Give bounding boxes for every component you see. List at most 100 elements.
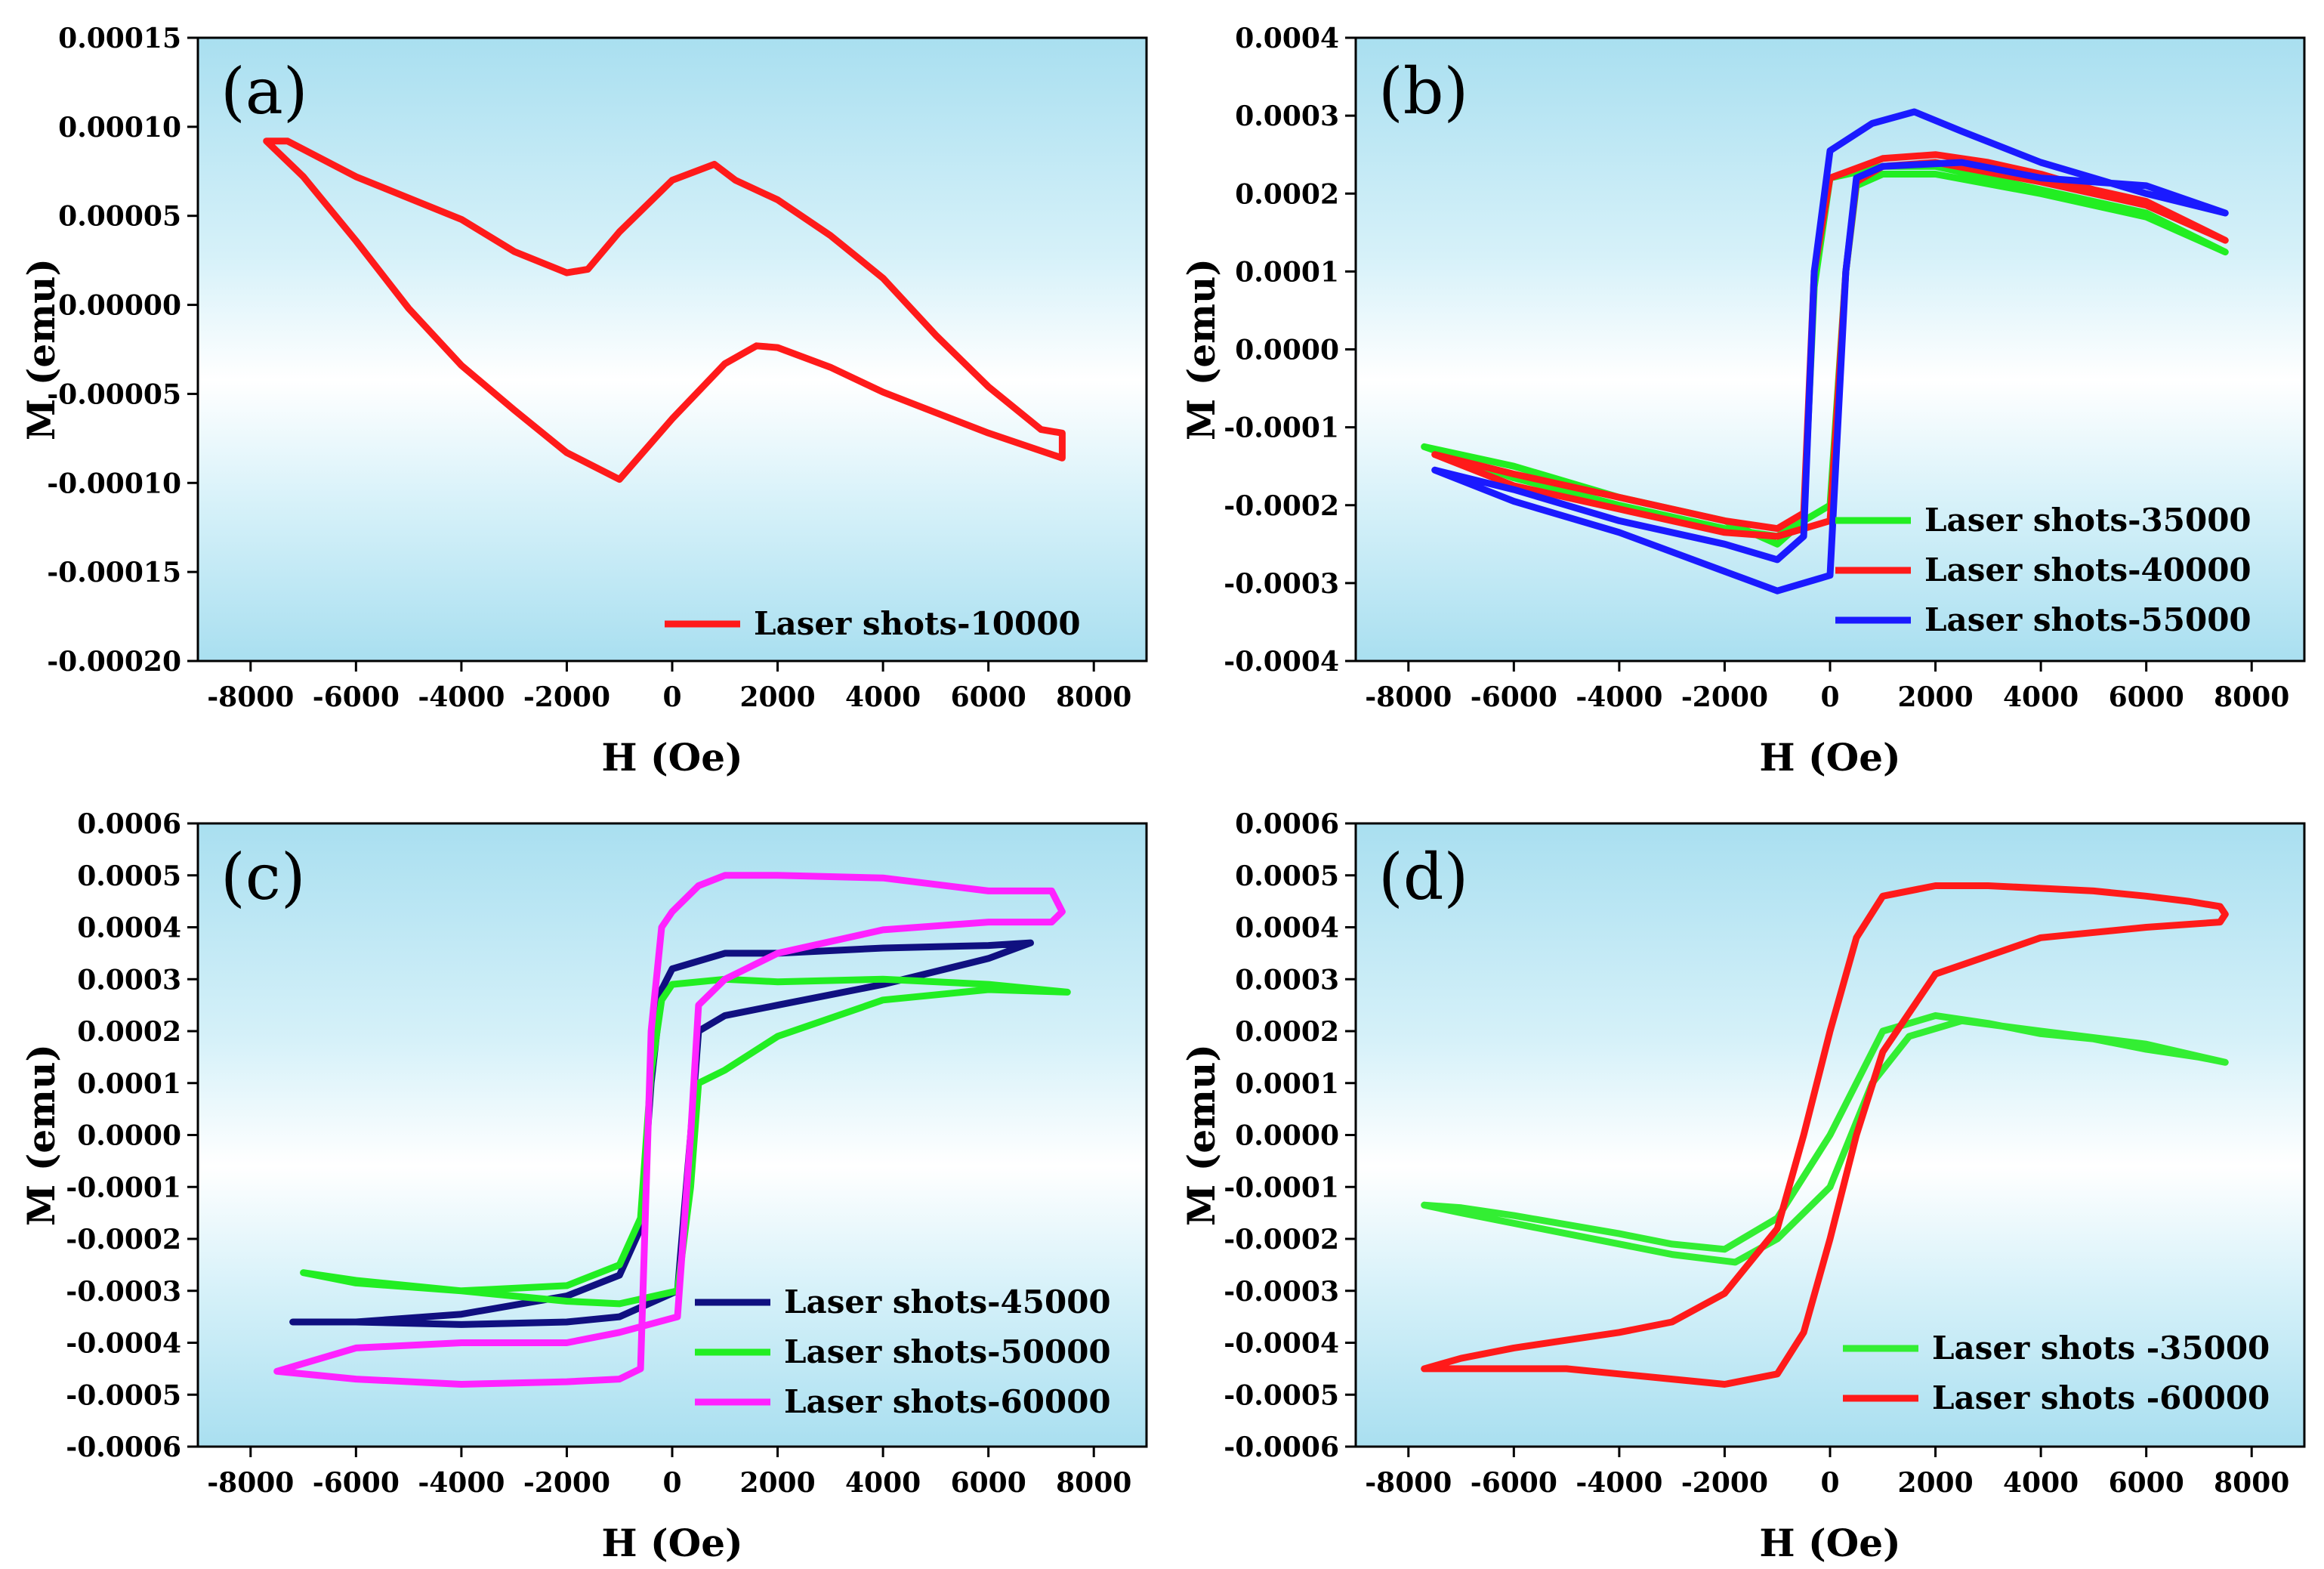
y-tick-label: 0.0001 [1235,256,1339,288]
x-tick-label: 2000 [739,1467,815,1499]
panel-label: (a) [221,54,308,128]
panel-label: (b) [1378,54,1468,128]
panel-c: -8000 -6000 -4000 -2000 0 2000 4000 6000 8000 -0.… [19,808,1148,1565]
y-tick-label: 0.0006 [77,808,181,840]
y-tick-label: -0.0001 [1224,412,1339,444]
x-axis-title: H (Oe) [601,735,742,780]
plot-background [198,823,1147,1447]
y-tick-label: -0.0001 [1224,1172,1339,1203]
y-tick-label: 0.0005 [1235,860,1339,892]
y-tick-label: 0.0004 [77,913,181,944]
x-tick-label: 0 [1820,681,1839,713]
x-tick-label: -4000 [1576,1467,1662,1499]
x-tick-label: -8000 [1365,681,1452,713]
y-tick-label: 0.0002 [77,1016,181,1048]
legend-label: Laser shots-10000 [754,605,1081,642]
series-group [263,137,1066,483]
y-tick-label: 0.00015 [58,23,181,54]
y-tick-label: 0.0000 [77,1120,181,1152]
x-tick-label: 4000 [2003,681,2079,713]
x-tick-label: -2000 [1681,681,1768,713]
x-tick-label: 2000 [1897,681,1973,713]
y-axis-title: M (emu) [19,258,63,440]
legend: Laser shots-10000 [665,605,1081,642]
x-tick-label: 8000 [2214,681,2289,713]
y-tick-label: 0.0002 [1235,178,1339,210]
x-tick-label: 4000 [845,681,921,713]
series-line-c-3 [273,872,1066,1388]
x-tick-label: 4000 [2003,1467,2079,1499]
series-line-a-1 [263,137,1066,483]
series-line-c-2 [300,975,1071,1308]
x-tick-label: -2000 [523,681,610,713]
panel-b: -8000 -6000 -4000 -2000 0 2000 4000 6000 8000 -0.… [1179,23,2306,780]
x-axis-title: H (Oe) [1759,735,1900,780]
y-tick-label: 0.0002 [1235,1016,1339,1048]
panel-label: (d) [1378,840,1468,914]
y-tick-label: 0.0003 [1235,964,1339,996]
y-tick-label: 0.0003 [1235,100,1339,132]
x-tick-label: -8000 [207,1467,294,1499]
y-tick-label: -0.0004 [66,1328,181,1360]
x-tick-label: -6000 [1471,681,1557,713]
x-tick-label: -4000 [418,681,505,713]
x-tick-label: 2000 [739,681,815,713]
legend-label: Laser shots-50000 [784,1333,1111,1370]
x-tick-label: -6000 [313,681,400,713]
series-line-b-3 [1431,108,2229,595]
y-tick-label: -0.0003 [66,1276,181,1308]
y-tick-label: 0.00000 [58,290,181,322]
legend: Laser shots-45000 Laser shots-50000 Laser … [695,1283,1111,1420]
x-tick-label: -2000 [523,1467,610,1499]
legend-label: Laser shots -60000 [1932,1379,2270,1416]
y-tick-label: -0.0004 [1224,1328,1339,1360]
y-axis-title: M (emu) [19,1044,63,1226]
x-tick-label: 6000 [951,681,1026,713]
x-tick-label: -2000 [1681,1467,1768,1499]
y-tick-label: 0.0004 [1235,913,1339,944]
x-tick-label: 0 [1820,1467,1839,1499]
y-tick-label: -0.0002 [1224,1224,1339,1256]
y-tick-label: 0.0005 [77,860,181,892]
x-tick-label: -8000 [1365,1467,1452,1499]
x-tick-label: -6000 [1471,1467,1557,1499]
y-tick-label: -0.0001 [66,1172,181,1203]
y-axis-title: M (emu) [1179,1044,1224,1226]
x-tick-label: 0 [662,1467,681,1499]
plot-background [198,38,1147,661]
legend: Laser shots-35000 Laser shots-40000 Laser … [1835,502,2251,638]
legend-label: Laser shots-55000 [1924,601,2251,638]
y-tick-label: -0.0005 [66,1379,181,1411]
y-tick-label: 0.0000 [1235,335,1339,366]
y-tick-label: 0.0001 [77,1068,181,1100]
y-tick-label: 0.0004 [1235,23,1339,54]
series-line-c-1 [289,939,1034,1328]
x-axis-title: H (Oe) [1759,1521,1900,1565]
y-tick-label: 0.0003 [77,964,181,996]
legend: Laser shots -35000 Laser shots -60000 [1843,1330,2270,1416]
y-tick-label: 0.0001 [1235,1068,1339,1100]
x-tick-label: 8000 [1056,681,1131,713]
y-tick-label: -0.0006 [1224,1432,1339,1463]
series-group [273,872,1071,1388]
series-line-b-2 [1431,151,2229,540]
y-tick-label: 0.0000 [1235,1120,1339,1152]
y-tick-label: 0.00010 [58,112,181,144]
y-tick-label: -0.0002 [66,1224,181,1256]
y-tick-label: -0.0003 [1224,1276,1339,1308]
series-line-d-2 [1421,882,2229,1388]
panel-d: -8000 -6000 -4000 -2000 0 2000 4000 6000 8000 -0.… [1179,808,2306,1565]
y-tick-label: -0.00010 [47,468,181,499]
x-tick-label: -6000 [313,1467,400,1499]
y-tick-label: 0.0006 [1235,808,1339,840]
y-tick-label: -0.0005 [1224,1379,1339,1411]
legend-label: Laser shots-40000 [1924,551,2251,588]
legend-label: Laser shots-35000 [1924,502,2251,539]
y-tick-label: 0.00005 [58,201,181,233]
x-tick-label: -4000 [1576,681,1662,713]
panel-a: -8000 -6000 -4000 -2000 0 2000 4000 6000 8000 -0.… [19,23,1148,780]
panel-label: (c) [221,840,306,914]
legend-label: Laser shots-60000 [784,1383,1111,1420]
y-tick-label: -0.0002 [1224,490,1339,522]
